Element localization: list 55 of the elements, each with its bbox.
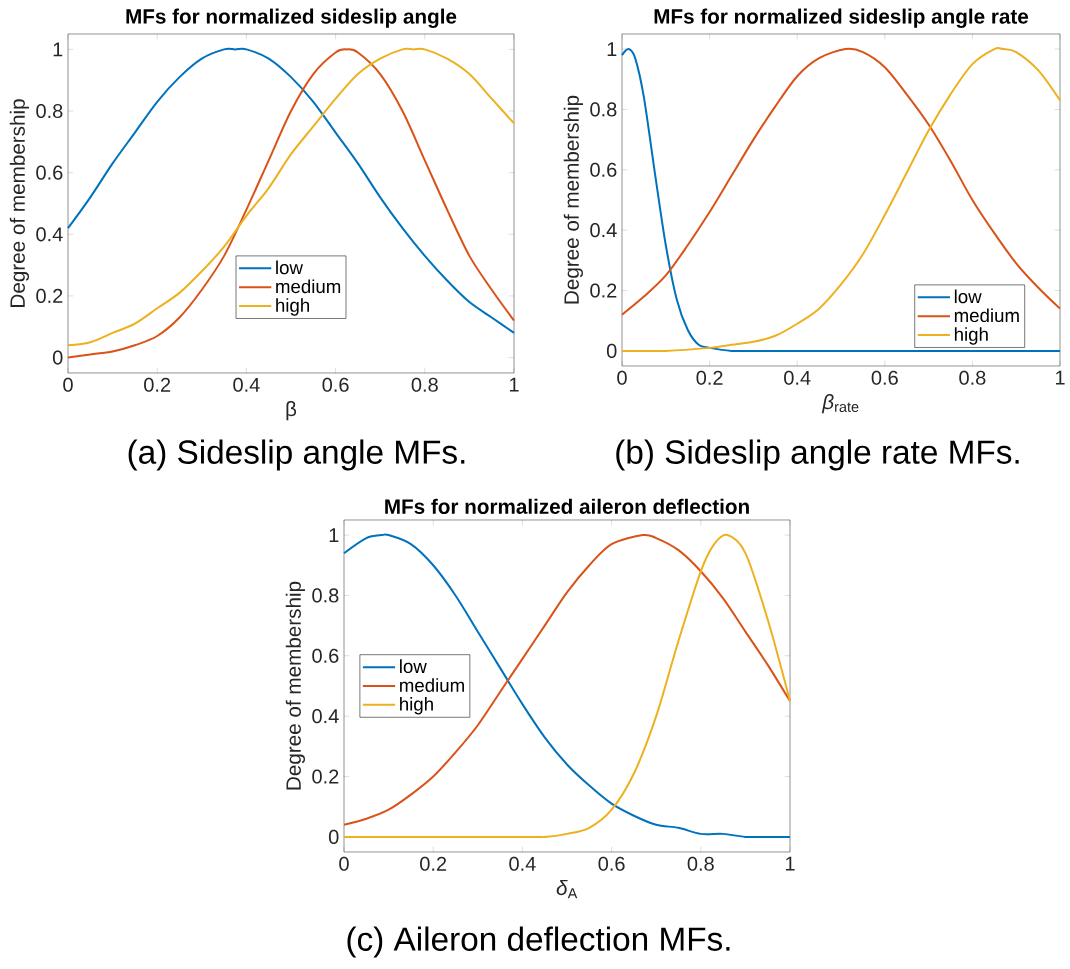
legend-label: high xyxy=(276,298,310,316)
x-tick-label: 0.4 xyxy=(509,856,536,871)
y-tick-label: 0.6 xyxy=(312,648,339,663)
chart-title: MFs for normalized sideslip angle xyxy=(126,8,457,28)
y-tick-label: 1 xyxy=(607,42,617,56)
y-tick-label: 0.8 xyxy=(590,102,617,117)
x-axis-title: β xyxy=(286,401,297,421)
x-axis-title: β$_{rate}$ xyxy=(821,394,859,414)
y-tick-label: 1 xyxy=(53,42,63,57)
x-tick-label: 0.2 xyxy=(420,856,447,871)
y-tick-label: 0 xyxy=(52,350,63,365)
x-tick-label: 0.6 xyxy=(871,370,898,385)
y-tick-label: 0.2 xyxy=(312,769,339,784)
text: (a) Sideslip angle MFs. xyxy=(128,439,465,471)
legend-label: high xyxy=(400,697,433,715)
y-axis-title: Degree of membership xyxy=(563,95,583,304)
legend-label: low xyxy=(954,289,982,304)
x-tick-label: 1 xyxy=(1055,370,1065,385)
y-tick-label: 0 xyxy=(328,829,339,844)
y-tick-label: 0.6 xyxy=(36,165,63,180)
x-tick-label: 0.2 xyxy=(144,377,171,392)
y-tick-label: 0.4 xyxy=(36,227,63,242)
x-tick-label: 0 xyxy=(617,370,627,385)
legend-label: medium xyxy=(276,279,341,294)
y-tick-label: 0.8 xyxy=(312,588,339,603)
x-tick-label: 0.8 xyxy=(411,377,438,392)
text: (b) Sideslip angle rate MFs. xyxy=(616,439,1019,471)
x-tick-label: 0 xyxy=(63,377,73,392)
y-tick-label: 0.2 xyxy=(36,288,63,304)
y-axis-title: Degree of membership xyxy=(285,581,305,790)
legend-label: medium xyxy=(954,308,1019,323)
y-tick-label: 0 xyxy=(606,343,617,358)
x-tick-label: 0.8 xyxy=(687,856,714,871)
y-tick-label: 0.8 xyxy=(36,103,63,119)
text: (c) Aileron deflection MFs. xyxy=(347,926,730,958)
legend-label: medium xyxy=(400,678,464,692)
y-tick-label: 0.4 xyxy=(312,709,339,724)
y-tick-label: 1 xyxy=(329,528,339,542)
legend-label: low xyxy=(400,659,427,674)
chart-title: MFs for normalized sideslip angle rate xyxy=(654,8,1029,28)
x-tick-label: 0.8 xyxy=(959,370,986,385)
y-axis-title: Degree of membership xyxy=(9,99,29,307)
legend-label: low xyxy=(276,260,303,275)
x-tick-label: 0 xyxy=(339,856,349,871)
x-tick-label: 0.4 xyxy=(784,370,811,385)
y-tick-label: 0.2 xyxy=(590,283,617,298)
x-axis-title: δ$_{A}$ xyxy=(556,880,578,899)
legend-label: high xyxy=(954,327,988,345)
y-tick-label: 0.4 xyxy=(590,223,617,238)
x-tick-label: 1 xyxy=(509,377,519,392)
y-tick-label: 0.6 xyxy=(590,162,617,177)
chart-title: MFs for normalized aileron deflection xyxy=(385,498,749,514)
x-tick-label: 0.4 xyxy=(233,377,260,392)
x-tick-label: 0.2 xyxy=(696,370,723,385)
x-tick-label: 1 xyxy=(785,856,795,871)
